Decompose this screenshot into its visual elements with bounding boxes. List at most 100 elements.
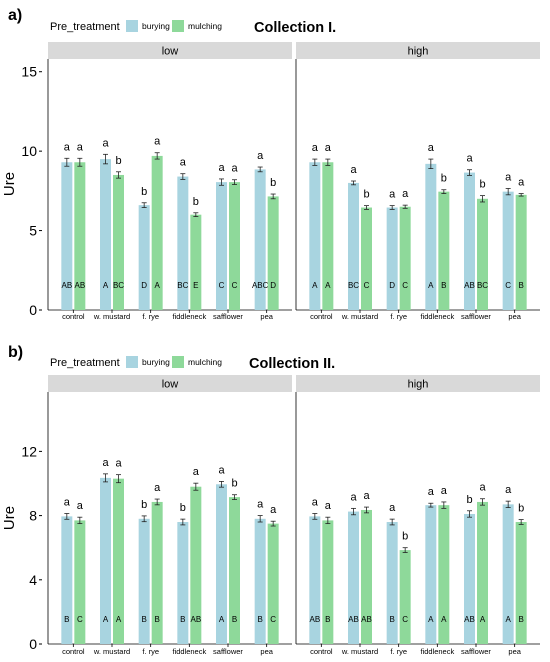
x-tick-label: safflower: [213, 647, 243, 656]
facet-label: high: [408, 379, 429, 391]
bar-burying: [61, 162, 73, 310]
y-tick-label: 4: [29, 572, 37, 588]
bar-mulching: [74, 520, 86, 644]
letter-top: b: [141, 499, 147, 511]
letter-top: a: [102, 457, 109, 469]
x-tick-label: w. mustard: [93, 647, 130, 656]
y-tick-label: 5: [29, 223, 37, 239]
x-tick-label: pea: [508, 647, 521, 656]
bar-burying: [309, 162, 321, 310]
y-tick-label: 12: [21, 443, 37, 459]
letter-bottom: C: [270, 615, 276, 624]
legend-swatch: [172, 20, 184, 32]
letter-bottom: A: [325, 281, 331, 290]
facet-label: high: [408, 46, 429, 58]
letter-bottom: B: [518, 281, 523, 290]
legend-title: Pre_treatment: [50, 21, 120, 33]
letter-bottom: C: [402, 615, 408, 624]
letter-top: b: [466, 494, 472, 506]
letter-top: a: [154, 136, 161, 148]
bar-mulching: [515, 522, 527, 644]
x-tick-label: w. mustard: [93, 312, 130, 321]
bar-mulching: [74, 162, 86, 310]
letter-top: b: [115, 155, 121, 167]
bar-mulching: [477, 198, 488, 310]
letter-top: b: [441, 173, 447, 185]
letter-bottom: D: [270, 281, 276, 290]
letter-top: a: [257, 150, 264, 162]
letter-top: a: [441, 485, 448, 497]
chart-panel: a) Pre_treatment burying mulching Collection…: [1, 7, 540, 321]
facet-label: low: [162, 46, 179, 58]
letter-top: a: [231, 163, 238, 175]
letter-bottom: A: [428, 615, 434, 624]
letter-top: a: [363, 490, 370, 502]
letter-bottom: A: [219, 615, 225, 624]
letter-bottom: AB: [348, 615, 359, 624]
bar-burying: [348, 182, 359, 310]
letter-bottom: AB: [309, 615, 320, 624]
letter-top: a: [64, 497, 71, 509]
bar-mulching: [229, 497, 240, 644]
letter-top: b: [141, 186, 147, 198]
letter-top: a: [77, 500, 84, 512]
letter-bottom: B: [180, 615, 185, 624]
letter-bottom: E: [193, 281, 198, 290]
letter-bottom: B: [154, 615, 159, 624]
bar-burying: [309, 516, 321, 644]
facet-strip: [296, 375, 540, 392]
letter-top: a: [218, 464, 225, 476]
letter-bottom: ABC: [252, 281, 269, 290]
letter-bottom: B: [64, 615, 69, 624]
x-tick-label: f. rye: [142, 312, 159, 321]
bar-burying: [138, 205, 150, 310]
letter-bottom: B: [141, 615, 146, 624]
bar-mulching: [113, 174, 124, 310]
letter-top: a: [389, 189, 396, 201]
letter-top: a: [428, 142, 435, 154]
legend-label: burying: [142, 357, 170, 367]
letter-bottom: BC: [348, 281, 359, 290]
legend-label: mulching: [188, 21, 222, 31]
letter-bottom: C: [77, 615, 83, 624]
bar-mulching: [322, 162, 334, 310]
letter-top: a: [479, 482, 486, 494]
legend-swatch: [172, 356, 184, 368]
letter-bottom: C: [364, 281, 370, 290]
letter-top: a: [193, 466, 200, 478]
bar-mulching: [229, 182, 240, 310]
letter-top: b: [270, 177, 276, 189]
letter-bottom: A: [116, 615, 122, 624]
bar-mulching: [361, 207, 372, 310]
x-tick-label: safflower: [461, 312, 491, 321]
x-tick-label: f. rye: [390, 312, 407, 321]
bar-burying: [61, 516, 73, 644]
x-tick-label: w. mustard: [341, 312, 378, 321]
legend-swatch: [126, 20, 138, 32]
letter-top: b: [180, 502, 186, 514]
x-tick-label: w. mustard: [341, 647, 378, 656]
letter-top: a: [402, 188, 409, 200]
bar-mulching: [151, 155, 163, 310]
letter-bottom: B: [325, 615, 330, 624]
x-tick-label: fiddleneck: [420, 647, 454, 656]
facet-strip: [296, 42, 540, 59]
letter-top: b: [231, 478, 237, 490]
letter-bottom: C: [219, 281, 225, 290]
x-tick-label: control: [310, 312, 333, 321]
letter-top: a: [312, 142, 319, 154]
x-tick-label: fiddleneck: [172, 647, 206, 656]
x-tick-label: f. rye: [142, 647, 159, 656]
legend-label: mulching: [188, 357, 222, 367]
letter-bottom: C: [505, 281, 511, 290]
bar-mulching: [399, 550, 411, 644]
letter-top: a: [466, 153, 473, 165]
letter-bottom: C: [232, 281, 238, 290]
y-tick-label: 0: [29, 302, 37, 318]
bar-burying: [254, 169, 266, 310]
letter-bottom: AB: [464, 615, 475, 624]
letter-top: b: [402, 531, 408, 543]
bar-mulching: [438, 191, 450, 310]
bar-burying: [502, 504, 514, 644]
